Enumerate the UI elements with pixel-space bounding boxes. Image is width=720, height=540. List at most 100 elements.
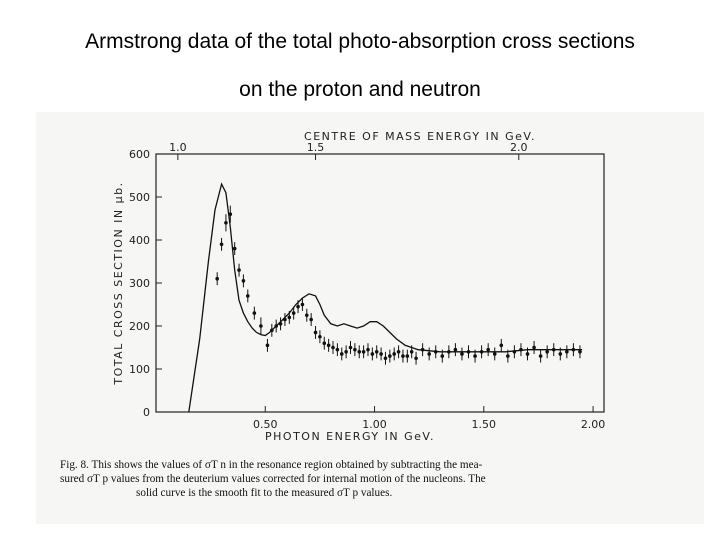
data-point bbox=[405, 354, 410, 358]
scanned-figure: 0 100 200 300 400 500 600 0.50 1.00 1.50 2.00 1.0… bbox=[36, 112, 704, 524]
data-point bbox=[551, 347, 556, 352]
y-tick-label: 300 bbox=[129, 277, 150, 290]
data-point bbox=[453, 347, 458, 352]
top-tick-label: 1.5 bbox=[307, 141, 325, 154]
data-point bbox=[274, 324, 278, 328]
data-point bbox=[335, 347, 340, 352]
data-point bbox=[565, 350, 569, 354]
x-tick-label: 2.00 bbox=[581, 418, 606, 431]
data-point bbox=[545, 350, 549, 354]
top-axis-label: CENTRE OF MASS ENERGY IN GeV. bbox=[304, 130, 536, 143]
data-point bbox=[259, 324, 263, 328]
data-point bbox=[409, 350, 414, 354]
data-point bbox=[460, 352, 464, 356]
data-point bbox=[525, 352, 530, 356]
x-tick-label: 1.00 bbox=[362, 418, 387, 431]
data-point bbox=[318, 334, 322, 339]
data-point bbox=[379, 352, 383, 356]
data-point bbox=[241, 279, 246, 283]
data-point bbox=[237, 268, 241, 272]
data-point bbox=[228, 212, 233, 216]
data-point bbox=[331, 345, 335, 350]
data-point bbox=[287, 315, 292, 320]
data-point bbox=[492, 352, 497, 356]
data-point bbox=[420, 347, 425, 352]
data-point bbox=[427, 352, 431, 356]
x-tick-label: 1.50 bbox=[472, 418, 497, 431]
data-point bbox=[433, 350, 438, 354]
data-point bbox=[388, 354, 392, 358]
data-point bbox=[414, 356, 418, 361]
data-point bbox=[558, 352, 563, 356]
caption-line-3: solid curve is the smooth fit to the mea… bbox=[136, 487, 393, 499]
data-point bbox=[309, 317, 313, 322]
top-axis: 1.0 1.5 2.0 bbox=[169, 141, 528, 160]
y-tick-label: 200 bbox=[129, 320, 150, 333]
y-tick-label: 500 bbox=[129, 191, 150, 204]
y-axis-label: TOTAL CROSS SECTION IN μb. bbox=[112, 181, 125, 385]
data-point bbox=[447, 350, 451, 354]
data-point bbox=[519, 347, 523, 352]
data-point bbox=[215, 276, 219, 281]
y-tick-label: 0 bbox=[143, 406, 150, 419]
data-point bbox=[440, 354, 445, 358]
slide-title-line-1: Armstrong data of the total photo-absorp… bbox=[85, 30, 635, 53]
data-point bbox=[219, 242, 224, 247]
data-point bbox=[291, 311, 296, 315]
data-point bbox=[392, 352, 397, 356]
data-point bbox=[339, 352, 344, 356]
data-point bbox=[283, 317, 287, 322]
top-tick-label: 2.0 bbox=[510, 141, 528, 154]
data-point bbox=[383, 356, 388, 361]
data-point bbox=[270, 328, 274, 333]
data-point bbox=[300, 302, 305, 307]
data-point bbox=[322, 341, 327, 345]
data-point bbox=[578, 350, 582, 354]
data-point bbox=[361, 350, 366, 354]
caption-line-2: sured σT p values from the deuterium val… bbox=[60, 473, 486, 485]
data-point bbox=[473, 354, 477, 358]
data-point bbox=[326, 343, 331, 348]
top-tick-label: 1.0 bbox=[169, 141, 187, 154]
data-point bbox=[401, 354, 405, 358]
data-point bbox=[486, 347, 490, 352]
data-point bbox=[265, 343, 270, 348]
data-point bbox=[532, 345, 536, 350]
y-tick-label: 400 bbox=[129, 234, 150, 247]
data-point bbox=[278, 322, 283, 326]
data-point bbox=[353, 347, 357, 352]
data-point bbox=[512, 350, 517, 354]
data-point bbox=[499, 343, 504, 348]
plot-frame bbox=[155, 153, 605, 413]
data-point bbox=[506, 354, 510, 358]
data-point bbox=[479, 350, 484, 354]
data-point bbox=[370, 352, 375, 356]
data-point bbox=[538, 354, 543, 358]
data-point bbox=[224, 221, 228, 225]
slide-title-line-2: on the proton and neutron bbox=[239, 78, 481, 101]
data-point bbox=[396, 350, 401, 354]
x-axis: 0.50 1.00 1.50 2.00 bbox=[253, 406, 605, 431]
data-point bbox=[374, 350, 379, 354]
y-axis: 0 100 200 300 400 500 600 bbox=[129, 148, 162, 419]
caption-line-1: Fig. 8. This shows the values of σT n in… bbox=[60, 459, 483, 471]
cross-section-chart: 0 100 200 300 400 500 600 0.50 1.00 1.50 2.00 1.0… bbox=[112, 130, 605, 443]
y-tick-label: 100 bbox=[129, 363, 150, 376]
data-point bbox=[313, 330, 318, 335]
figure-caption: Fig. 8. This shows the values of σT n in… bbox=[60, 458, 680, 500]
data-point bbox=[232, 246, 237, 251]
data-point bbox=[366, 347, 370, 352]
data-points bbox=[215, 205, 582, 365]
data-point bbox=[344, 350, 348, 354]
x-axis-label: PHOTON ENERGY IN GeV. bbox=[265, 430, 435, 443]
data-point bbox=[245, 294, 250, 298]
x-tick-label: 0.50 bbox=[253, 418, 278, 431]
y-tick-label: 600 bbox=[129, 148, 150, 161]
data-point bbox=[357, 350, 362, 354]
data-point bbox=[571, 347, 576, 352]
data-point bbox=[296, 304, 300, 309]
data-point bbox=[348, 345, 353, 350]
data-point bbox=[304, 313, 309, 318]
data-point bbox=[466, 350, 471, 354]
data-point bbox=[252, 311, 257, 315]
